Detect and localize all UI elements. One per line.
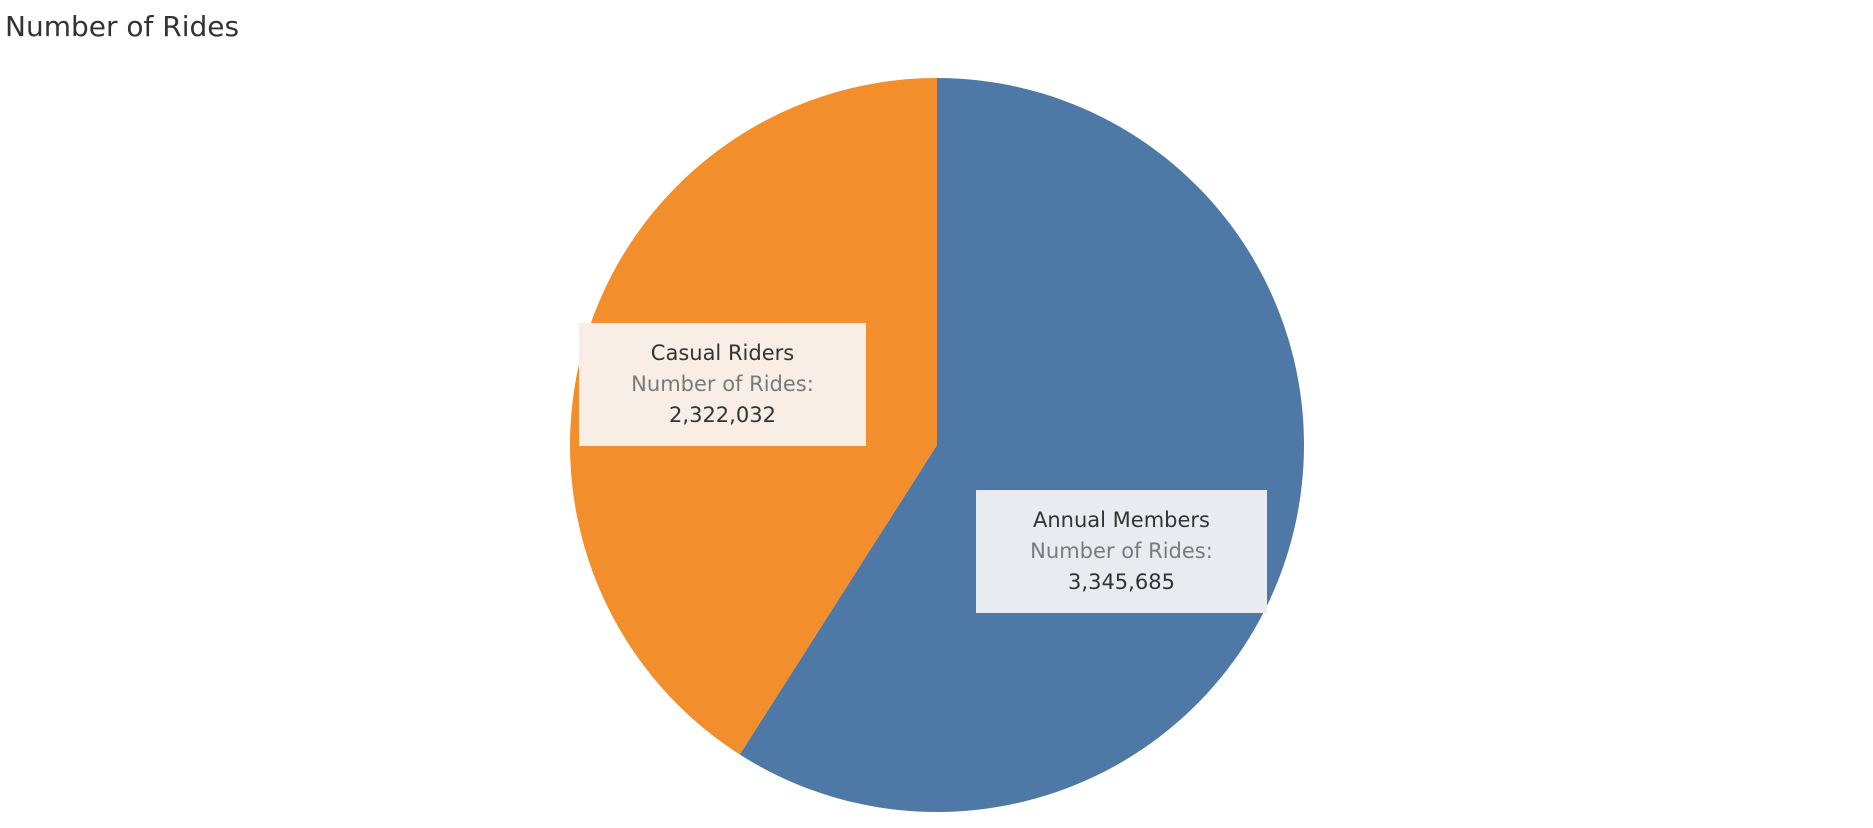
slice-label-casual-riders: Casual Riders Number of Rides: 2,322,032 <box>579 323 866 446</box>
slice-label-name: Casual Riders <box>650 341 795 365</box>
slice-label-value: 3,345,685 <box>1068 570 1175 594</box>
slice-label-annual-members: Annual Members Number of Rides: 3,345,68… <box>976 490 1267 613</box>
chart-title: Number of Rides <box>5 10 240 43</box>
slice-label-measure: Number of Rides: <box>631 372 814 396</box>
slice-label-value: 2,322,032 <box>669 403 776 427</box>
pie-slice-annual-members[interactable] <box>739 78 1305 813</box>
slice-label-name: Annual Members <box>1033 508 1210 532</box>
slice-label-measure: Number of Rides: <box>1030 539 1213 563</box>
